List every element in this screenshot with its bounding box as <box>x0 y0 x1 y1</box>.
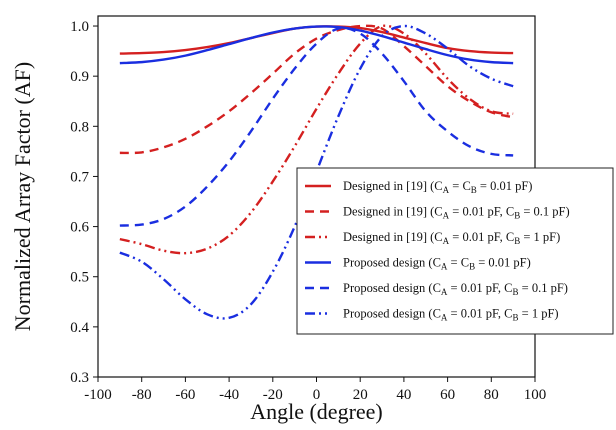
legend-label-2: Designed in [19] (CA = 0.01 pF, CB = 0.1… <box>343 205 570 221</box>
y-tick-label: 0.8 <box>70 119 89 135</box>
legend-text-part: = 1 pF) <box>519 307 559 321</box>
x-tick-label: 60 <box>440 387 455 403</box>
x-tick-label: 100 <box>524 387 547 403</box>
legend-subscript: B <box>471 185 477 195</box>
legend-text-part: = 0.01 pF) <box>475 256 531 270</box>
legend-subscript: A <box>441 262 448 272</box>
legend-subscript: B <box>513 313 519 323</box>
legend-label-4: Proposed design (CA = CB = 0.01 pF) <box>343 256 531 272</box>
legend-text-part: = 0.01 pF, C <box>449 205 514 219</box>
legend-text-part: = 0.01 pF, C <box>447 307 512 321</box>
legend-text-part: = 0.01 pF, C <box>447 281 512 295</box>
series-line-2 <box>119 24 514 155</box>
y-tick-label: 0.5 <box>70 270 89 286</box>
x-tick-label: -100 <box>84 387 112 403</box>
x-tick-label: 80 <box>484 387 499 403</box>
legend-text-part: Designed in [19] (C <box>343 205 443 219</box>
legend-subscript: A <box>443 211 450 221</box>
legend-subscript: B <box>469 262 475 272</box>
x-axis-ticks: -100 -80 -60 -40 -20 0 20 40 60 80 100 <box>84 377 546 403</box>
legend-label-3: Designed in [19] (CA = 0.01 pF, CB = 1 p… <box>343 230 560 246</box>
legend-text-part: = C <box>449 179 471 193</box>
series-line-1 <box>119 25 514 55</box>
y-axis-label: Normalized Array Factor (AF) <box>10 62 35 331</box>
legend-box <box>296 167 614 335</box>
x-tick-label: 40 <box>396 387 411 403</box>
x-tick-label: 20 <box>353 387 368 403</box>
legend-subscript: A <box>443 185 450 195</box>
legend-text-part: = 1 pF) <box>520 230 560 244</box>
x-tick-label: -60 <box>175 387 195 403</box>
legend-label-1: Designed in [19] (CA = CB = 0.01 pF) <box>343 179 532 195</box>
y-tick-label: 0.6 <box>70 220 89 236</box>
legend-subscript: A <box>443 236 450 246</box>
x-tick-label: -20 <box>263 387 283 403</box>
legend-text-part: Designed in [19] (C <box>343 179 443 193</box>
series-line-6 <box>119 24 514 320</box>
y-axis-ticks: 0.3 0.4 0.5 0.6 0.7 0.8 0.9 1.0 <box>70 19 98 386</box>
legend-text-part: = 0.1 pF) <box>520 205 569 219</box>
y-tick-label: 0.9 <box>70 69 89 85</box>
x-tick-label: -80 <box>132 387 152 403</box>
legend-text-part: Proposed design (C <box>343 307 441 321</box>
legend-text-part: Proposed design (C <box>343 256 441 270</box>
legend-text-part: = 0.01 pF, C <box>449 230 514 244</box>
series-line-4 <box>119 25 514 65</box>
legend-subscript: B <box>514 211 520 221</box>
legend-text-part: Designed in [19] (C <box>343 230 443 244</box>
y-tick-label: 1.0 <box>70 19 89 35</box>
y-tick-label: 0.4 <box>70 320 89 336</box>
legend-text-part: Proposed design (C <box>343 281 441 295</box>
series-line-3 <box>119 24 514 255</box>
series-layer <box>119 24 514 320</box>
legend-text-part: = 0.01 pF) <box>477 179 533 193</box>
legend-label-6: Proposed design (CA = 0.01 pF, CB = 1 pF… <box>343 307 559 323</box>
y-tick-label: 0.3 <box>70 370 89 386</box>
y-tick-label: 0.7 <box>70 169 89 185</box>
x-tick-label: -40 <box>219 387 239 403</box>
legend-subscript: A <box>441 313 448 323</box>
legend-subscript: B <box>513 287 519 297</box>
legend: Designed in [19] (CA = CB = 0.01 pF)Desi… <box>296 167 614 335</box>
legend-subscript: B <box>514 236 520 246</box>
x-axis-label: Angle (degree) <box>250 399 383 424</box>
x-tick-label: 0 <box>313 387 321 403</box>
legend-text-part: = C <box>447 256 469 270</box>
legend-label-5: Proposed design (CA = 0.01 pF, CB = 0.1 … <box>343 281 568 297</box>
legend-text-part: = 0.1 pF) <box>519 281 568 295</box>
legend-subscript: A <box>441 287 448 297</box>
